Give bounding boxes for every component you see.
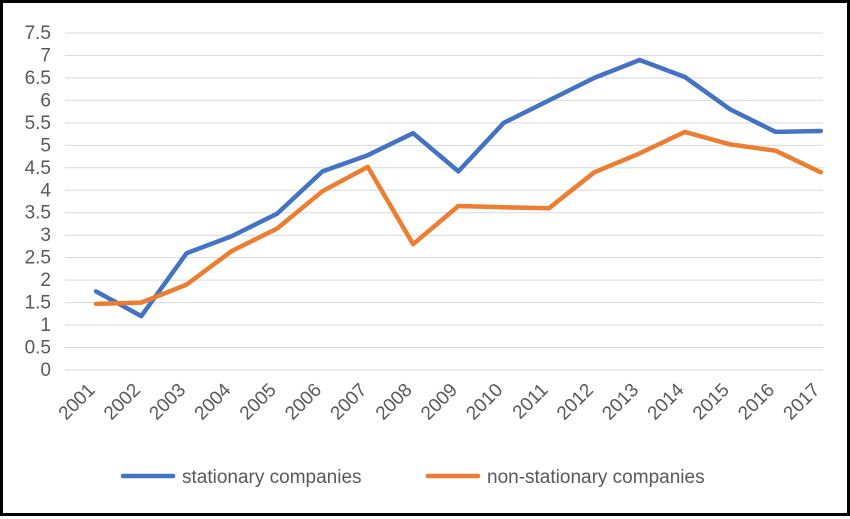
y-tick-label: 0.5: [25, 338, 51, 359]
legend-label: stationary companies: [182, 467, 362, 488]
x-tick-label: 2003: [145, 380, 190, 425]
x-tick-label: 2014: [644, 379, 689, 424]
line-chart: 00.511.522.533.544.555.566.577.5 2001 2002…: [25, 23, 825, 488]
x-tick-label: 2017: [780, 380, 825, 425]
y-tick-label: 1: [40, 315, 51, 336]
y-tick-label: 6.5: [25, 68, 51, 89]
x-tick-label: 2011: [509, 380, 553, 424]
x-tick-label: 2004: [191, 379, 236, 424]
y-tick-label: 2: [40, 270, 51, 291]
x-tick-label: 2006: [281, 380, 326, 425]
legend-label: non-stationary companies: [487, 467, 705, 488]
y-tick-label: 5: [40, 135, 51, 156]
y-tick-label: 4: [40, 180, 51, 201]
series-line-stationary: [93, 57, 824, 319]
x-tick-label: 2005: [236, 380, 281, 425]
x-tick-label: 2016: [734, 380, 779, 425]
y-tick-label: 2.5: [25, 248, 51, 269]
y-tick-label: 5.5: [25, 113, 51, 134]
x-tick-label: 2007: [327, 380, 372, 425]
y-tick-label: 0: [40, 360, 51, 381]
x-tick-label: 2013: [598, 380, 643, 425]
y-tick-label: 1.5: [25, 293, 51, 314]
y-tick-label: 3: [40, 225, 51, 246]
x-tick-label: 2012: [553, 380, 598, 425]
x-tick-label: 2001: [55, 380, 100, 425]
x-tick-label: 2015: [689, 380, 734, 425]
y-tick-label: 7: [40, 45, 51, 66]
series-line-non-stationary: [93, 129, 824, 307]
x-tick-label: 2010: [462, 380, 507, 425]
x-tick-label: 2008: [372, 380, 417, 425]
y-tick-label: 4.5: [25, 158, 51, 179]
y-tick-label: 3.5: [25, 203, 51, 224]
x-tick-label: 2009: [417, 380, 462, 425]
y-tick-label: 6: [40, 90, 51, 111]
x-tick-label: 2002: [100, 380, 145, 425]
y-tick-label: 7.5: [25, 23, 51, 44]
